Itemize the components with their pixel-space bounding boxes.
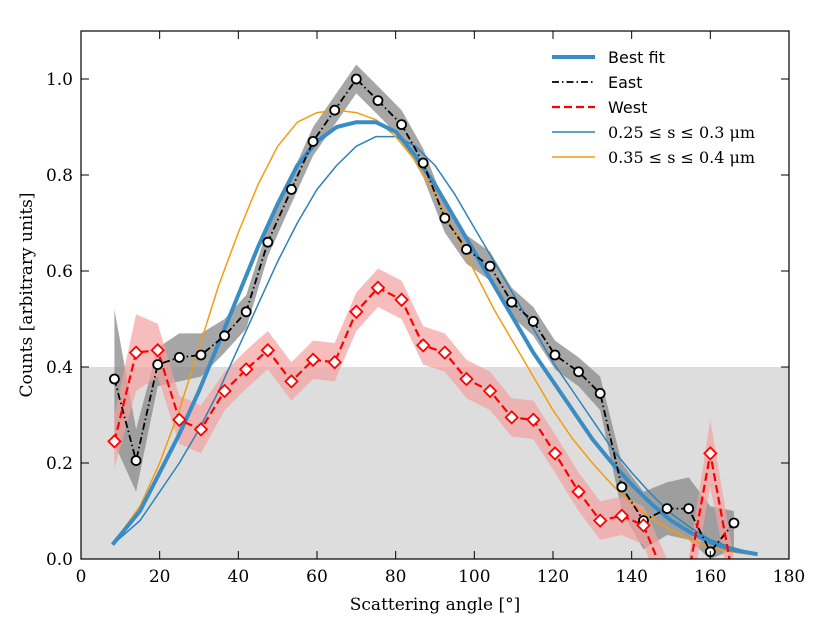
east-point xyxy=(195,349,207,361)
east-point xyxy=(594,387,606,399)
west-point xyxy=(107,434,122,449)
east-point xyxy=(661,503,673,515)
east-point xyxy=(152,359,164,371)
plot-frame xyxy=(80,30,790,560)
east-point xyxy=(307,135,319,147)
west-point xyxy=(482,383,498,399)
0-25-s-0-3-m-line xyxy=(112,135,758,555)
x-tick-label: 120 xyxy=(537,567,569,587)
west-point xyxy=(128,345,144,360)
west-point xyxy=(349,304,364,320)
west-point xyxy=(703,446,718,461)
x-axis-label: Scattering angle [°] xyxy=(350,595,520,615)
east-point xyxy=(329,104,341,116)
x-tick-label: 100 xyxy=(458,567,490,587)
west-point xyxy=(547,446,563,461)
west-point xyxy=(728,577,740,589)
east-point xyxy=(350,73,362,85)
west-point xyxy=(571,484,586,500)
west-point xyxy=(415,338,431,353)
west-point xyxy=(305,352,321,368)
legend-label-best-fit: Best fit xyxy=(608,48,665,67)
east-point xyxy=(109,373,120,385)
x-tick-label: 160 xyxy=(694,567,726,587)
west-point xyxy=(459,371,474,387)
y-tick-label: 0.0 xyxy=(46,550,73,570)
east-point xyxy=(527,315,539,327)
west-point xyxy=(260,342,276,358)
east-point xyxy=(616,481,628,493)
x-tick-label: 0 xyxy=(76,567,87,587)
west-point xyxy=(683,567,695,579)
x-tick-label: 80 xyxy=(385,567,407,587)
legend-label-west: West xyxy=(608,98,647,117)
0-35-s-0-4-m-line xyxy=(111,109,758,556)
west-point xyxy=(150,342,165,358)
west-point xyxy=(592,513,608,528)
east-point xyxy=(130,455,142,467)
legend: Best fit East West 0.25 ≤ s ≤ 0.3 μm 0.35 ≤ … xyxy=(552,48,755,167)
y-tick-label: 1.0 xyxy=(46,70,73,90)
y-axis-label: Counts [arbitrary units] xyxy=(17,192,37,397)
east-point xyxy=(240,306,252,318)
x-tick-label: 20 xyxy=(149,567,171,587)
west-point xyxy=(614,508,630,524)
west-point xyxy=(238,362,254,377)
x-tick-label: 40 xyxy=(228,567,250,587)
east-point xyxy=(549,349,561,361)
east-point xyxy=(573,366,584,378)
west-point xyxy=(636,518,651,533)
east-point xyxy=(484,260,496,272)
legend-label-east: East xyxy=(608,73,643,92)
west-point xyxy=(217,383,232,399)
east-point xyxy=(262,236,274,248)
legend-label-0-25-s-0-3-m: 0.25 ≤ s ≤ 0.3 μm xyxy=(608,123,755,142)
y-tick-label: 0.4 xyxy=(46,358,73,378)
x-tick-label: 180 xyxy=(773,567,805,587)
x-tick-label: 60 xyxy=(306,567,328,587)
east-point xyxy=(683,503,695,515)
west-point xyxy=(172,412,187,428)
east-point xyxy=(372,95,384,106)
east-point xyxy=(219,330,230,342)
y-tick-label: 0.6 xyxy=(46,262,73,282)
east-point xyxy=(506,296,518,308)
x-tick-label: 140 xyxy=(615,567,647,587)
east-point xyxy=(728,517,740,529)
east-point xyxy=(417,157,429,169)
west-point xyxy=(661,577,673,589)
west-point xyxy=(327,354,342,370)
west-point xyxy=(437,345,453,360)
west-point xyxy=(504,410,519,425)
east-point xyxy=(173,351,185,363)
east-point xyxy=(439,212,451,224)
y-tick-label: 0.8 xyxy=(46,166,73,186)
east-point xyxy=(461,243,472,255)
east-point xyxy=(286,183,297,195)
east-point xyxy=(396,119,407,130)
west-point xyxy=(526,412,541,428)
legend-label-0-35-s-0-4-m: 0.35 ≤ s ≤ 0.4 μm xyxy=(608,148,755,167)
west-point xyxy=(193,422,209,437)
west-point xyxy=(394,292,409,308)
best-fit-line xyxy=(110,120,758,557)
west-point xyxy=(284,374,299,389)
west-point xyxy=(370,280,386,296)
y-tick-label: 0.2 xyxy=(46,454,73,474)
